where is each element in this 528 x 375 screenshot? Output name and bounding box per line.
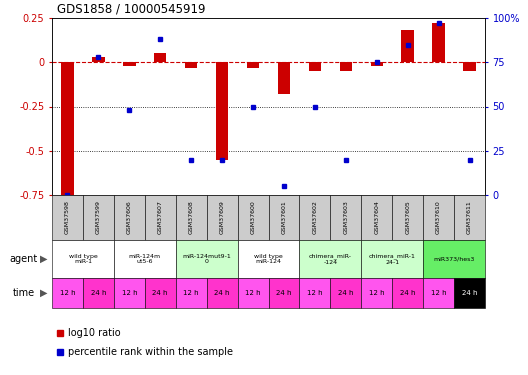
Text: GSM37598: GSM37598 [65,201,70,234]
Bar [269,195,299,240]
Bar [114,195,145,240]
Text: log10 ratio: log10 ratio [68,328,120,338]
Text: 24 h: 24 h [153,290,168,296]
Text: GSM37605: GSM37605 [405,201,410,234]
Text: ▶: ▶ [40,288,48,298]
Text: miR-124mut9-1
0: miR-124mut9-1 0 [182,254,231,264]
Bar [401,30,414,62]
Bar [309,62,321,71]
Text: 12 h: 12 h [431,290,446,296]
Text: percentile rank within the sample: percentile rank within the sample [68,346,233,357]
Text: miR373/hes3: miR373/hes3 [433,256,475,261]
Bar [299,195,331,240]
Text: agent: agent [10,254,38,264]
Bar [185,62,197,68]
Bar [145,278,176,308]
Text: GSM37602: GSM37602 [313,201,317,234]
Bar [278,62,290,94]
Bar [454,195,485,240]
Text: wild type
miR-124: wild type miR-124 [254,254,283,264]
Bar [206,278,238,308]
Text: time: time [13,288,35,298]
Text: GSM37601: GSM37601 [281,201,287,234]
Bar [464,62,476,71]
Text: 12 h: 12 h [121,290,137,296]
Text: GSM37606: GSM37606 [127,201,132,234]
Text: chimera_miR-1
24-1: chimera_miR-1 24-1 [369,253,416,265]
Text: 12 h: 12 h [60,290,76,296]
Bar [206,195,238,240]
Bar [52,278,83,308]
Text: GSM37604: GSM37604 [374,201,379,234]
Text: wild type
miR-1: wild type miR-1 [69,254,97,264]
Bar [331,195,361,240]
Bar [52,195,83,240]
Text: 24 h: 24 h [91,290,106,296]
Bar [269,278,299,308]
Text: 24 h: 24 h [462,290,477,296]
Text: GDS1858 / 10000545919: GDS1858 / 10000545919 [57,3,205,16]
Bar [123,62,136,66]
Text: GSM37608: GSM37608 [188,201,194,234]
Bar [340,62,352,71]
Text: 12 h: 12 h [245,290,261,296]
Bar [83,195,114,240]
Bar [247,62,259,68]
Bar [238,278,269,308]
Bar [154,53,166,62]
Bar [61,62,73,195]
Text: GSM37609: GSM37609 [220,201,224,234]
Bar [371,62,383,66]
Text: ▶: ▶ [40,254,48,264]
Text: GSM37600: GSM37600 [250,201,256,234]
Bar [176,240,238,278]
Bar [361,240,423,278]
Bar [176,278,206,308]
Bar [299,278,331,308]
Text: 24 h: 24 h [214,290,230,296]
Text: GSM37603: GSM37603 [343,201,348,234]
Text: 24 h: 24 h [338,290,354,296]
Text: 12 h: 12 h [307,290,323,296]
Text: GSM37610: GSM37610 [436,201,441,234]
Bar [423,240,485,278]
Bar [114,278,145,308]
Bar [454,278,485,308]
Text: 12 h: 12 h [369,290,384,296]
Bar [432,23,445,62]
Text: GSM37599: GSM37599 [96,201,101,234]
Bar [361,195,392,240]
Bar [52,240,114,278]
Bar [145,195,176,240]
Text: 24 h: 24 h [276,290,291,296]
Bar [216,62,228,160]
Bar [83,278,114,308]
Bar [299,240,361,278]
Bar [114,240,176,278]
Text: 12 h: 12 h [183,290,199,296]
Bar [92,57,105,62]
Bar [238,195,269,240]
Text: GSM37611: GSM37611 [467,201,472,234]
Text: GSM37607: GSM37607 [158,201,163,234]
Bar [361,278,392,308]
Bar [331,278,361,308]
Bar [176,195,206,240]
Bar [392,195,423,240]
Text: chimera_miR-
-124: chimera_miR- -124 [309,253,352,265]
Text: miR-124m
ut5-6: miR-124m ut5-6 [129,254,161,264]
Bar [238,240,299,278]
Bar [392,278,423,308]
Bar [423,195,454,240]
Bar [423,278,454,308]
Text: 24 h: 24 h [400,290,416,296]
